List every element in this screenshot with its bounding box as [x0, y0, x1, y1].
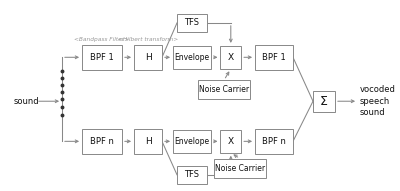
Bar — [255, 45, 293, 70]
Text: BPF 1: BPF 1 — [262, 53, 286, 62]
Text: TFS: TFS — [184, 170, 200, 179]
Bar — [82, 129, 122, 154]
Text: BPF 1: BPF 1 — [90, 53, 114, 62]
Text: H: H — [145, 137, 151, 146]
Bar — [173, 130, 211, 153]
Text: X: X — [228, 53, 234, 62]
Text: Σ: Σ — [320, 95, 328, 108]
Bar — [313, 91, 335, 112]
Text: TFS: TFS — [184, 18, 200, 28]
Text: Noise Carrier: Noise Carrier — [199, 85, 249, 94]
Text: X: X — [228, 137, 234, 146]
Text: Envelope: Envelope — [174, 53, 210, 62]
Bar — [177, 14, 207, 32]
Bar — [198, 80, 250, 99]
Text: sound: sound — [360, 108, 386, 117]
Text: speech: speech — [360, 97, 390, 106]
Text: BPF n: BPF n — [262, 137, 286, 146]
Text: sound: sound — [14, 97, 40, 106]
Bar — [82, 45, 122, 70]
Bar — [220, 130, 241, 153]
Bar — [255, 129, 293, 154]
Bar — [177, 166, 207, 184]
Bar — [134, 45, 162, 70]
Text: BPF n: BPF n — [90, 137, 114, 146]
Bar — [214, 159, 266, 178]
Text: vocoded: vocoded — [360, 85, 396, 94]
Text: Envelope: Envelope — [174, 137, 210, 146]
Text: <Hilbert transform>: <Hilbert transform> — [118, 37, 178, 42]
Text: Noise Carrier: Noise Carrier — [215, 163, 265, 173]
Text: <Bandpass Filter>: <Bandpass Filter> — [74, 37, 130, 42]
Bar — [173, 46, 211, 69]
Bar — [220, 46, 241, 69]
Text: H: H — [145, 53, 151, 62]
Bar — [134, 129, 162, 154]
